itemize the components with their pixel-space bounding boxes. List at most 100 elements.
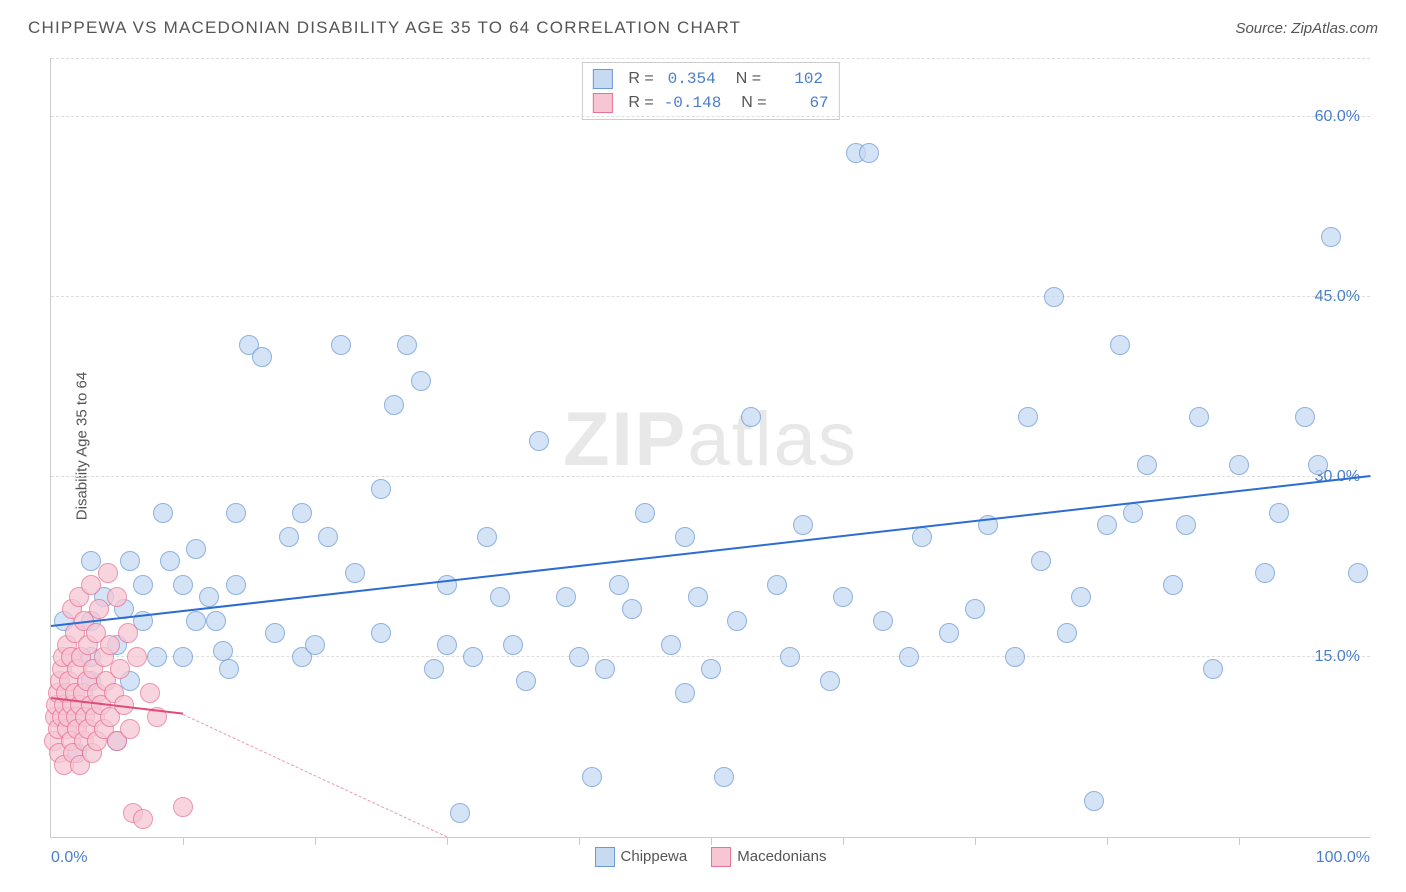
data-point [661,635,681,655]
data-point [173,647,193,667]
data-point [780,647,800,667]
data-point [318,527,338,547]
data-point [110,659,130,679]
data-point [1018,407,1038,427]
x-tick [843,837,844,845]
gridline [51,116,1370,117]
data-point [186,611,206,631]
data-point [1308,455,1328,475]
x-tick [315,837,316,845]
data-point [153,503,173,523]
data-point [424,659,444,679]
x-tick [711,837,712,845]
data-point [516,671,536,691]
data-point [100,635,120,655]
data-point [147,647,167,667]
gridline [51,476,1370,477]
data-point [727,611,747,631]
data-point [701,659,721,679]
data-point [226,503,246,523]
data-point [173,575,193,595]
data-point [437,635,457,655]
data-point [384,395,404,415]
data-point [133,809,153,829]
data-point [1269,503,1289,523]
legend-item: Chippewa [595,847,688,867]
data-point [899,647,919,667]
data-point [450,803,470,823]
data-point [833,587,853,607]
x-tick [1107,837,1108,845]
data-point [331,335,351,355]
x-tick [579,837,580,845]
legend-row: R =0.354N =102 [592,67,828,91]
data-point [1321,227,1341,247]
data-point [120,719,140,739]
data-point [939,623,959,643]
data-point [1189,407,1209,427]
data-point [213,641,233,661]
data-point [675,683,695,703]
data-point [1110,335,1130,355]
data-point [688,587,708,607]
data-point [98,563,118,583]
data-point [714,767,734,787]
data-point [186,539,206,559]
legend-item: Macedonians [711,847,826,867]
correlation-legend: R =0.354N =102R =-0.148N =67 [581,62,839,120]
data-point [1005,647,1025,667]
data-point [292,503,312,523]
chart-title: CHIPPEWA VS MACEDONIAN DISABILITY AGE 35… [28,18,741,38]
x-tick-label: 100.0% [1316,849,1370,867]
data-point [912,527,932,547]
data-point [582,767,602,787]
data-point [490,587,510,607]
data-point [873,611,893,631]
data-point [252,347,272,367]
data-point [199,587,219,607]
data-point [820,671,840,691]
data-point [120,551,140,571]
data-point [1123,503,1143,523]
x-tick-label: 0.0% [51,849,87,867]
data-point [206,611,226,631]
data-point [793,515,813,535]
x-tick [183,837,184,845]
data-point [1203,659,1223,679]
data-point [371,623,391,643]
data-point [160,551,180,571]
legend-row: R =-0.148N =67 [592,91,828,115]
data-point [675,527,695,547]
data-point [173,797,193,817]
data-point [89,599,109,619]
data-point [965,599,985,619]
data-point [219,659,239,679]
x-tick [447,837,448,845]
source-credit: Source: ZipAtlas.com [1235,20,1378,37]
data-point [305,635,325,655]
y-tick-label: 45.0% [1315,288,1360,306]
data-point [622,599,642,619]
data-point [1031,551,1051,571]
data-point [569,647,589,667]
data-point [371,479,391,499]
data-point [118,623,138,643]
data-point [1071,587,1091,607]
data-point [397,335,417,355]
gridline [51,58,1370,59]
y-tick-label: 15.0% [1315,648,1360,666]
data-point [503,635,523,655]
gridline [51,296,1370,297]
x-tick [1239,837,1240,845]
data-point [1295,407,1315,427]
data-point [1084,791,1104,811]
data-point [477,527,497,547]
data-point [411,371,431,391]
data-point [1176,515,1196,535]
data-point [133,575,153,595]
data-point [81,575,101,595]
data-point [127,647,147,667]
trend-line-extrapolated [183,714,447,837]
data-point [1137,455,1157,475]
data-point [609,575,629,595]
